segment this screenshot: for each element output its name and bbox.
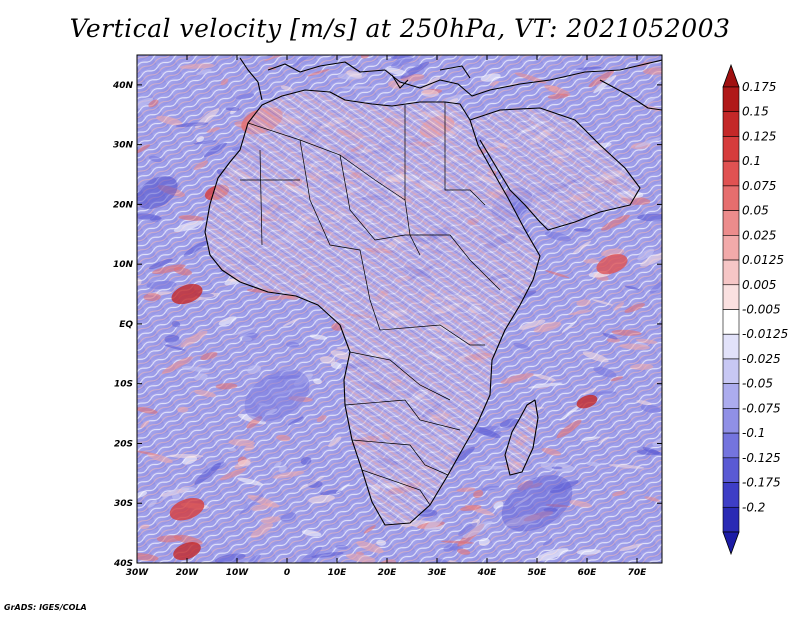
- lon-tick-label: 10W: [226, 568, 250, 578]
- lat-tick-label: 30N: [113, 141, 134, 151]
- lon-tick-label: 50E: [528, 568, 548, 578]
- colorbar-level-label: 0.05: [742, 204, 769, 218]
- colorbar-band: [722, 210, 740, 236]
- colorbar-band: [722, 333, 740, 360]
- lon-tick-label: 30W: [126, 568, 150, 578]
- lon-tick-label: 0: [284, 568, 290, 578]
- arabia-landmass: [470, 108, 640, 230]
- colorbar-band: [722, 457, 740, 483]
- velocity-field: [137, 55, 662, 563]
- plot-frame: [136, 54, 663, 564]
- colorbar-band: [722, 383, 740, 409]
- colorbar-band: [722, 284, 740, 310]
- colorbar-level-label: 0.1: [742, 154, 761, 168]
- colorbar-level-label: 0.15: [742, 105, 769, 119]
- colorbar-level-label: -0.025: [742, 352, 781, 366]
- coastlines: [204, 57, 662, 526]
- colorbar-band: [722, 408, 740, 434]
- colorbar-band: [722, 432, 740, 459]
- colorbar-level-label: 0.175: [742, 80, 776, 94]
- colorbar-band: [722, 185, 740, 211]
- country-borders: [240, 102, 501, 506]
- map-title: Vertical velocity [m/s] at 250hPa, VT: 2…: [69, 14, 731, 43]
- colorbar-band: [722, 482, 740, 508]
- colorbar-top-arrow: [722, 63, 740, 88]
- lat-tick-label: 40N: [112, 81, 134, 91]
- madagascar-landmass: [505, 400, 538, 475]
- colorbar-level-label: 0.025: [742, 228, 776, 242]
- colorbar-level-label: -0.05: [742, 377, 773, 391]
- colorbar-level-label: -0.005: [742, 303, 781, 317]
- colorbar-level-label: -0.175: [742, 476, 781, 490]
- colorbar-band: [722, 136, 740, 162]
- lon-tick-label: 20E: [378, 568, 398, 578]
- colorbar-level-label: 0.125: [742, 129, 776, 143]
- colorbar-band: [722, 160, 740, 187]
- lat-tick-label: EQ: [119, 320, 133, 330]
- colorbar-band: [722, 259, 740, 286]
- lon-tick-label: 40E: [477, 568, 498, 578]
- colorbar-band: [722, 86, 740, 113]
- colorbar-level-label: 0.075: [742, 179, 776, 193]
- colorbar-band: [722, 111, 740, 137]
- grads-credit: GrADS: IGES/COLA: [4, 603, 87, 612]
- colorbar-level-label: -0.125: [742, 451, 781, 465]
- colorbar-band: [722, 358, 740, 384]
- colorbar: 0.175 0.15 0.125 0.1 0.075 0.05 0.025 0.0125 0.0…: [722, 63, 788, 556]
- colorbar-bottom-arrow: [722, 531, 740, 556]
- axis-ticks: 30W 20W 10W 0 10E 20E 30E 40E 50E 60E 70E 40N 30N 20N…: [112, 55, 662, 578]
- colorbar-level-label: 0.005: [742, 278, 776, 292]
- colorbar-level-label: -0.075: [742, 401, 781, 415]
- colorbar-band: [722, 506, 740, 533]
- lon-tick-label: 20W: [176, 568, 200, 578]
- colorbar-band: [722, 309, 740, 335]
- colorbar-level-label: -0.1: [742, 426, 765, 440]
- lon-tick-label: 30E: [428, 568, 448, 578]
- colorbar-level-label: -0.0125: [742, 327, 788, 341]
- lat-tick-label: 40S: [113, 559, 133, 569]
- lat-tick-label: 10S: [114, 380, 133, 390]
- lat-tick-label: 20N: [113, 200, 134, 210]
- colorbar-level-label: -0.2: [742, 500, 765, 514]
- lon-tick-label: 60E: [578, 568, 598, 578]
- lat-tick-label: 10N: [113, 260, 134, 270]
- colorbar-band: [722, 235, 740, 261]
- lat-tick-label: 30S: [114, 499, 133, 509]
- lon-tick-label: 10E: [328, 568, 348, 578]
- colorbar-level-label: 0.0125: [742, 253, 784, 267]
- lon-tick-label: 70E: [628, 568, 648, 578]
- lat-tick-label: 20S: [114, 439, 133, 449]
